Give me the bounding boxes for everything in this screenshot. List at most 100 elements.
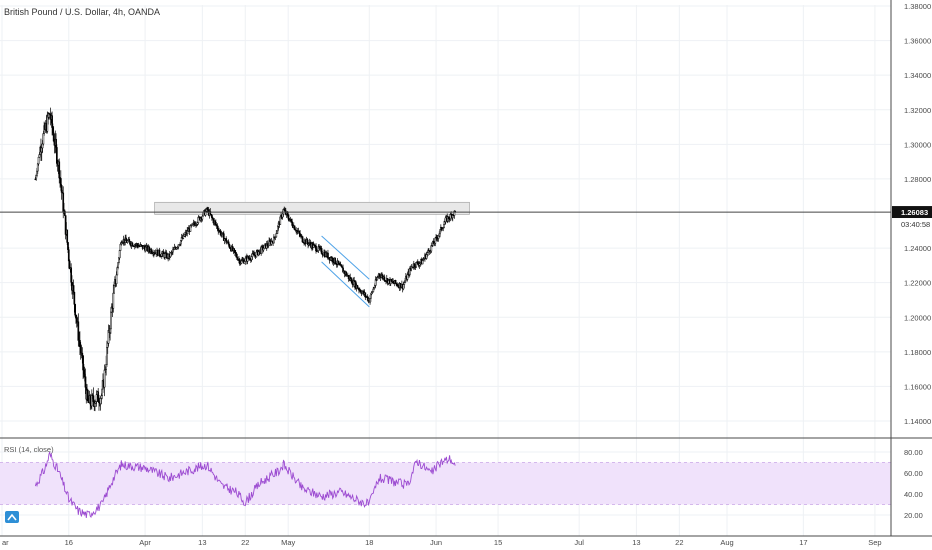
candle-body	[306, 239, 309, 243]
candle-body	[40, 147, 43, 153]
price-tick-label: 1.14000	[904, 417, 931, 426]
price-tick-label: 1.28000	[904, 175, 931, 184]
rsi-title: RSI (14, close)	[4, 445, 54, 454]
time-tick-label: 13	[632, 538, 640, 547]
candle-body	[387, 280, 390, 284]
rsi-tick-label: 40.00	[904, 490, 923, 499]
candle-body	[115, 274, 118, 285]
candle-body	[403, 282, 406, 285]
rsi-panel	[0, 451, 891, 519]
candle-body	[443, 224, 445, 229]
candle-body	[180, 240, 182, 245]
price-tick-label: 1.16000	[904, 382, 931, 391]
candle-body	[262, 248, 265, 251]
candle-body	[255, 251, 258, 258]
rsi-line	[34, 451, 456, 519]
candle-body	[95, 394, 98, 402]
candle-body	[79, 340, 81, 347]
candle-body	[383, 276, 386, 281]
candle-body	[74, 304, 76, 316]
candle-body	[227, 241, 230, 245]
candle-body	[38, 154, 41, 158]
candle-body	[281, 213, 284, 218]
candle-body	[376, 277, 379, 281]
candle-body	[169, 252, 172, 258]
candle-body	[369, 298, 371, 303]
candle-body	[402, 284, 405, 290]
channel-upper-line[interactable]	[321, 235, 370, 280]
candle-body	[109, 328, 111, 334]
candle-body	[83, 369, 85, 375]
candle-body	[106, 343, 109, 348]
candle-body	[77, 321, 80, 341]
candle-body	[215, 222, 217, 226]
candle-body	[356, 284, 359, 289]
candle-body	[298, 231, 301, 234]
candle-body	[164, 253, 166, 258]
candle-body	[277, 225, 279, 232]
candle-body	[55, 138, 57, 148]
candle-body	[216, 225, 219, 230]
channel-lower-line[interactable]	[321, 261, 370, 308]
time-axis[interactable]: ar 16 Apr 13 22 May 18 Jun 15 Jul 13 22 Aug 17 Sep	[2, 538, 882, 547]
candle-body	[59, 178, 62, 186]
chart-title: British Pound / U.S. Dollar, 4h, OANDA	[4, 7, 160, 17]
candle-body	[426, 252, 429, 255]
candle-body	[374, 285, 376, 288]
candle-body	[257, 251, 260, 256]
candle-body	[113, 285, 115, 294]
candle-body	[406, 274, 409, 280]
candle-body	[36, 170, 38, 176]
candle-body	[184, 234, 186, 237]
price-axis[interactable]: 1.38000 1.36000 1.34000 1.32000 1.30000 1.280…	[904, 2, 931, 426]
candle-body	[67, 249, 70, 262]
candle-body	[101, 388, 104, 396]
candle-body	[364, 292, 367, 297]
rsi-tick-label: 80.00	[904, 448, 923, 457]
price-tick-label: 1.24000	[904, 244, 931, 253]
candle-body	[60, 185, 63, 193]
candle-body	[81, 352, 84, 356]
candle-body	[275, 233, 278, 238]
candle-body	[309, 242, 312, 245]
candle-body	[83, 373, 86, 378]
candle-body	[291, 221, 294, 226]
rsi-tick-label: 20.00	[904, 511, 923, 520]
candle-body	[145, 246, 147, 252]
candle-body	[125, 237, 127, 241]
rsi-axis[interactable]: 80.00 60.00 40.00 20.00	[904, 448, 923, 520]
candle-body	[158, 249, 161, 256]
candle-body	[413, 263, 416, 267]
candle-body	[82, 355, 84, 371]
candle-body	[437, 235, 440, 239]
candle-body	[67, 242, 69, 250]
candle-body	[105, 364, 107, 370]
candle-body	[37, 156, 40, 165]
countdown-label: 03:40:58	[901, 220, 930, 229]
candle-body	[250, 256, 253, 261]
candle-body	[421, 260, 424, 265]
candle-body	[238, 259, 241, 264]
candle-body	[73, 292, 76, 305]
candle-body	[90, 394, 93, 407]
candle-body	[434, 237, 437, 244]
candle-body	[129, 240, 131, 245]
candle-body	[117, 262, 119, 268]
resistance-zone[interactable]	[154, 201, 470, 215]
time-tick-label: 18	[365, 538, 373, 547]
candle-body	[162, 251, 165, 254]
candle-body	[320, 248, 323, 254]
candle-body	[70, 267, 73, 283]
candle-body	[372, 288, 375, 293]
candle-body	[244, 257, 247, 262]
candle-body	[66, 229, 69, 243]
time-tick-label: 22	[241, 538, 249, 547]
rsi-band	[0, 462, 891, 505]
candle-body	[100, 395, 103, 399]
candle-body	[52, 127, 54, 134]
candle-body	[394, 280, 397, 284]
candle-body	[234, 249, 236, 254]
candle-body	[75, 314, 77, 319]
candle-body	[416, 261, 419, 265]
